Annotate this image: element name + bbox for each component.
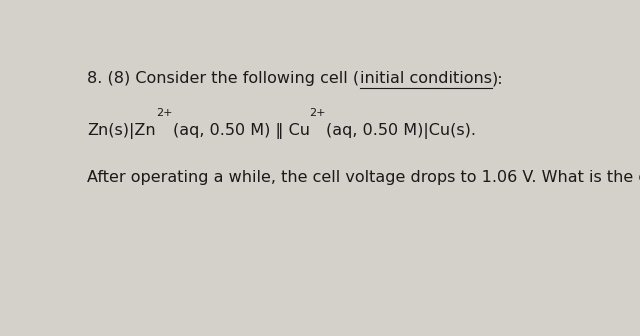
Text: After operating a while, the cell voltage drops to 1.06 V. What is the concentra: After operating a while, the cell voltag…	[88, 170, 640, 185]
Text: initial conditions: initial conditions	[360, 71, 492, 86]
Text: ):: ):	[492, 71, 503, 86]
Text: 2+: 2+	[310, 108, 326, 118]
Text: 8. (8) Consider the following cell (: 8. (8) Consider the following cell (	[88, 71, 360, 86]
Text: (aq, 0.50 M) ‖ Cu: (aq, 0.50 M) ‖ Cu	[173, 123, 310, 139]
Text: Zn(s)|Zn: Zn(s)|Zn	[88, 123, 156, 139]
Text: 2+: 2+	[156, 108, 173, 118]
Text: (aq, 0.50 M)|Cu(s).: (aq, 0.50 M)|Cu(s).	[326, 123, 476, 139]
